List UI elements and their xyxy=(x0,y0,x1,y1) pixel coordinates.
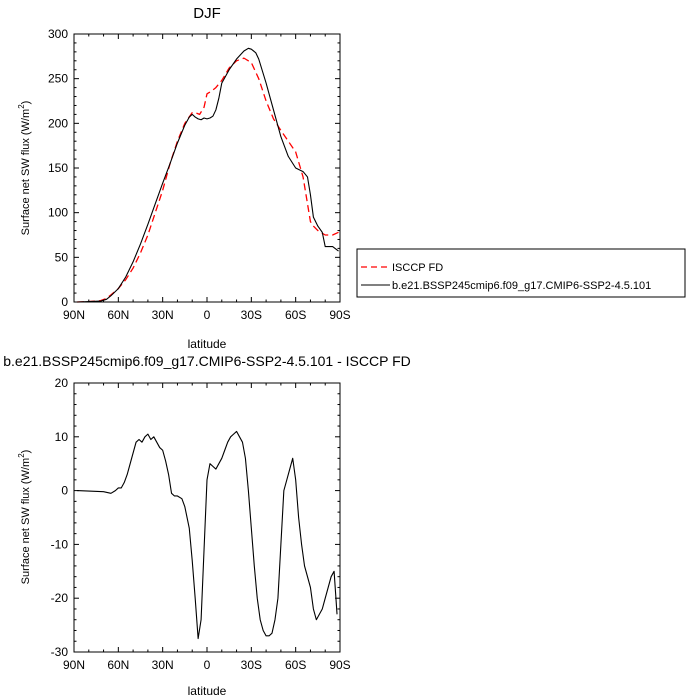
top-xtick-label: 60S xyxy=(285,308,306,322)
top-ylabel-sup: 2 xyxy=(17,104,26,109)
bottom-ylabel-sup: 2 xyxy=(17,453,26,458)
top-xlabel: latitude xyxy=(188,337,227,351)
bottom-xlabel: latitude xyxy=(188,684,227,698)
top-ytick-label: 100 xyxy=(48,206,68,220)
top-xtick-label: 60N xyxy=(107,308,129,322)
top-xtick-label: 90N xyxy=(63,308,85,322)
bottom-xtick-label: 90S xyxy=(329,658,350,672)
bottom-ytick-label: 20 xyxy=(55,376,69,390)
bottom-ylabel: Surface net SW flux (W/m2) xyxy=(17,450,32,585)
top-ytick-label: 200 xyxy=(48,116,68,130)
bottom-xtick-label: 90N xyxy=(63,658,85,672)
bottom-ytick-label: -20 xyxy=(51,591,69,605)
top-ytick-label: 250 xyxy=(48,72,68,86)
bottom-ytick-label: 0 xyxy=(61,484,68,498)
bottom-xtick-label: 30S xyxy=(241,658,262,672)
bottom-ytick-label: 10 xyxy=(55,430,69,444)
bottom-ytick-label: -30 xyxy=(51,645,69,659)
bottom-title: b.e21.BSSP245cmip6.f09_g17.CMIP6-SSP2-4.… xyxy=(3,353,411,369)
top-title: DJF xyxy=(193,5,221,22)
top-ytick-label: 0 xyxy=(61,295,68,309)
top-series-line-0 xyxy=(76,57,339,303)
top-xtick-label: 30S xyxy=(241,308,262,322)
bottom-xtick-label: 30N xyxy=(152,658,174,672)
legend: ISCCP FD b.e21.BSSP245cmip6.f09_g17.CMIP… xyxy=(356,248,686,298)
legend-frame xyxy=(356,248,686,298)
top-panel: DJF 90N 60N 30N 0 30S 60S 90S 0 50 100 150 200 250 30… xyxy=(17,5,351,351)
top-plot-frame xyxy=(73,33,341,303)
top-ytick-label: 150 xyxy=(48,161,68,175)
top-ylabel-main: Surface net SW flux (W/m xyxy=(20,109,32,236)
top-ylabel-close: ) xyxy=(20,101,32,105)
top-ytick-label: 50 xyxy=(55,250,69,264)
top-xtick-label: 90S xyxy=(329,308,350,322)
legend-label-isccp: ISCCP FD xyxy=(392,262,443,274)
bottom-panel: b.e21.BSSP245cmip6.f09_g17.CMIP6-SSP2-4.… xyxy=(3,353,411,698)
bottom-xtick-label: 0 xyxy=(204,658,211,672)
top-ytick-label: 300 xyxy=(48,27,68,41)
bottom-ylabel-close: ) xyxy=(20,450,32,454)
top-ylabel: Surface net SW flux (W/m2) xyxy=(17,101,32,236)
bottom-xtick-label: 60N xyxy=(107,658,129,672)
top-series-line-1 xyxy=(76,47,339,303)
bottom-plot-frame xyxy=(73,382,341,653)
bottom-series-line-0 xyxy=(76,430,338,640)
top-xtick-label: 0 xyxy=(204,308,211,322)
bottom-ylabel-main: Surface net SW flux (W/m xyxy=(20,458,32,585)
bottom-ytick-label: -10 xyxy=(51,537,69,551)
bottom-xtick-label: 60S xyxy=(285,658,306,672)
legend-label-model: b.e21.BSSP245cmip6.f09_g17.CMIP6-SSP2-4.… xyxy=(392,280,651,292)
top-xtick-label: 30N xyxy=(152,308,174,322)
